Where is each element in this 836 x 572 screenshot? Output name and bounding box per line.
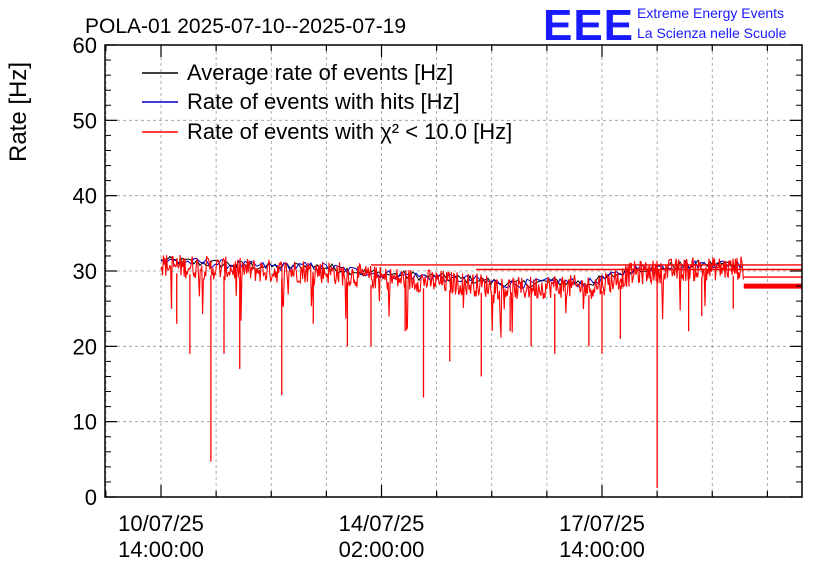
y-tick-label: 10 — [73, 410, 97, 435]
y-tick-label: 30 — [73, 259, 97, 284]
y-tick-label: 0 — [85, 485, 97, 510]
series-3 — [160, 254, 802, 488]
y-axis-label: Rate [Hz] — [5, 62, 32, 162]
x-tick-label-date: 10/07/25 — [118, 511, 204, 536]
x-tick-label-date: 17/07/25 — [559, 511, 645, 536]
x-tick-label-time: 02:00:00 — [339, 537, 425, 562]
y-tick-label: 60 — [73, 33, 97, 58]
logo-text: EEE — [543, 1, 633, 50]
y-tick-label: 50 — [73, 108, 97, 133]
legend-label-3: Rate of events with χ² < 10.0 [Hz] — [187, 119, 512, 144]
org-line-2: La Scienza nelle Scuole — [637, 25, 787, 41]
chart-title: POLA-01 2025-07-10--2025-07-19 — [85, 15, 406, 38]
y-tick-label: 20 — [73, 334, 97, 359]
x-tick-label-time: 14:00:00 — [118, 537, 204, 562]
legend: Average rate of events [Hz] Rate of event… — [142, 60, 512, 144]
x-tick-label-date: 14/07/25 — [339, 511, 425, 536]
x-tick-label-time: 14:00:00 — [559, 537, 645, 562]
legend-label-1: Average rate of events [Hz] — [187, 60, 453, 85]
legend-label-2: Rate of events with hits [Hz] — [187, 89, 460, 114]
series-line — [160, 254, 744, 338]
y-tick-label: 40 — [73, 184, 97, 209]
org-line-1: Extreme Energy Events — [637, 5, 784, 21]
series-layer — [160, 254, 802, 488]
eee-logo: EEE Extreme Energy Events La Scienza nel… — [543, 1, 787, 50]
axis-ticks: 010203040506010/07/2514:00:0014/07/2502:… — [73, 33, 802, 562]
